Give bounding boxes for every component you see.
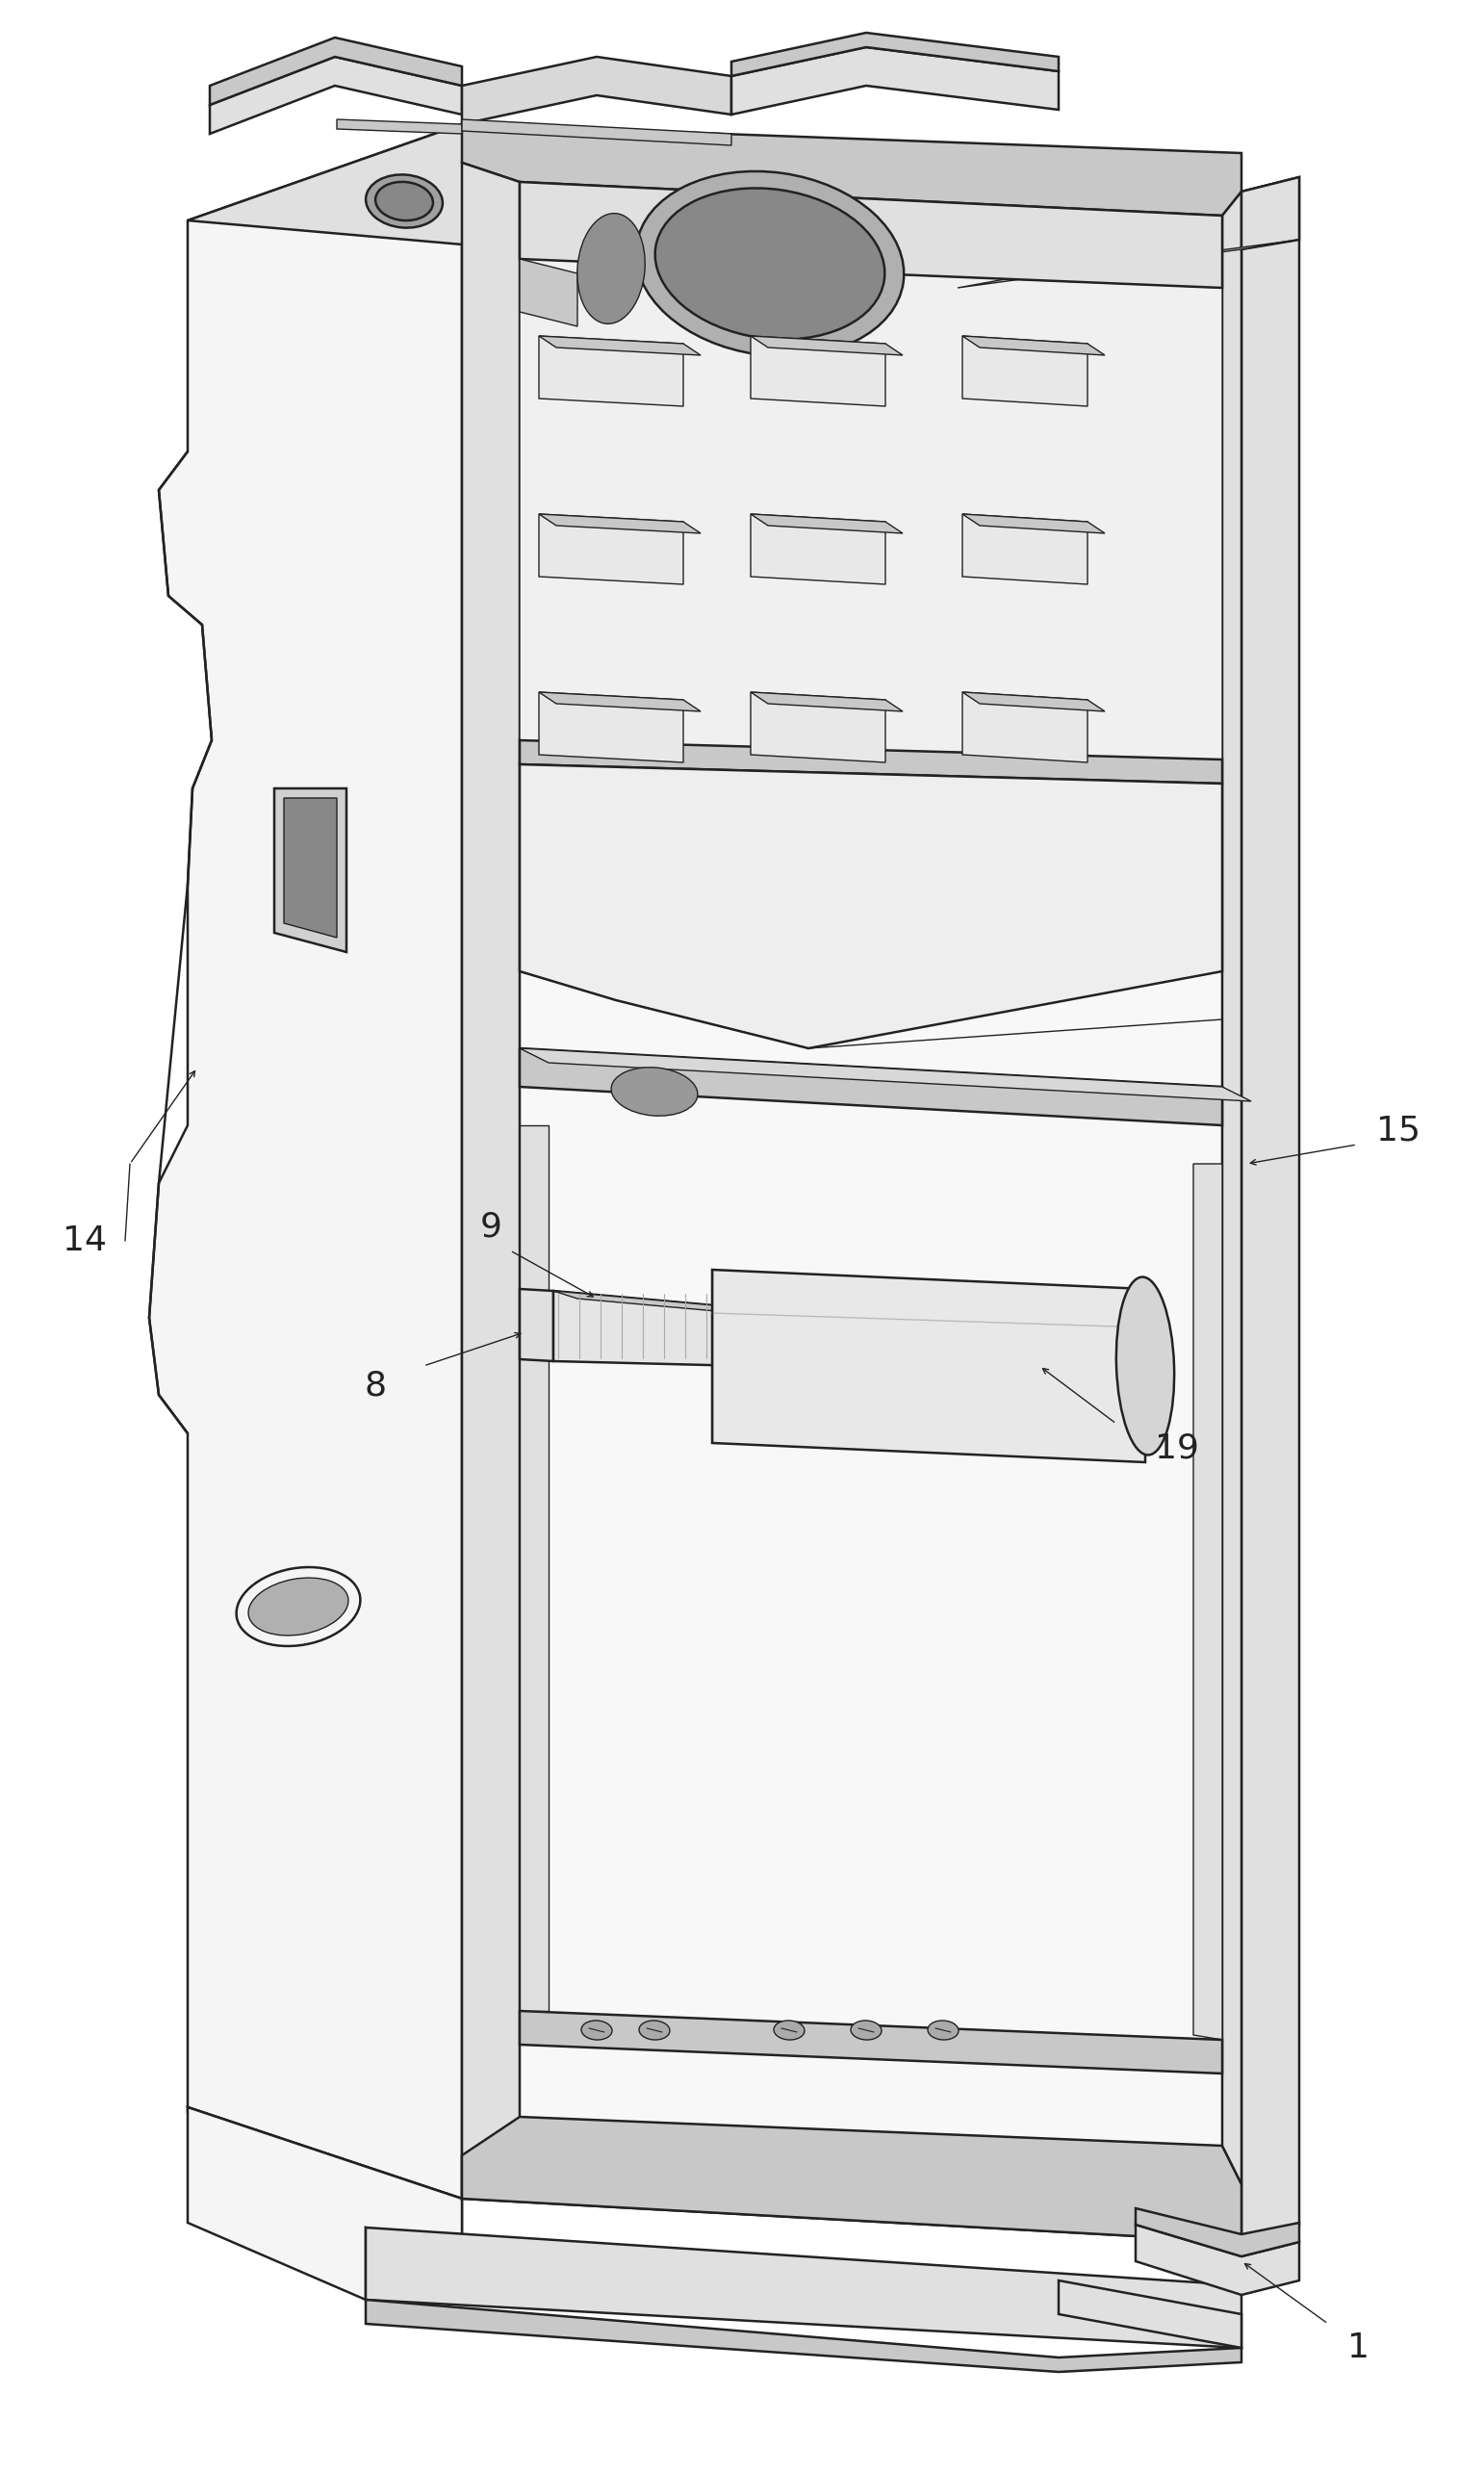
Polygon shape	[1223, 190, 1242, 2184]
Polygon shape	[1058, 2280, 1242, 2347]
Polygon shape	[712, 1269, 1146, 1462]
Polygon shape	[519, 260, 577, 326]
Polygon shape	[963, 692, 1088, 762]
Polygon shape	[519, 1049, 1251, 1100]
Polygon shape	[963, 514, 1104, 534]
Polygon shape	[519, 764, 1223, 1049]
Ellipse shape	[365, 176, 442, 228]
Polygon shape	[519, 2011, 1223, 2072]
Polygon shape	[462, 163, 519, 2198]
Polygon shape	[963, 336, 1104, 356]
Polygon shape	[963, 336, 1088, 406]
Polygon shape	[365, 2228, 1242, 2347]
Text: 9: 9	[479, 1209, 502, 1244]
Polygon shape	[751, 692, 886, 762]
Polygon shape	[462, 119, 732, 146]
Ellipse shape	[928, 2020, 959, 2040]
Ellipse shape	[850, 2020, 881, 2040]
Polygon shape	[462, 2117, 1242, 2243]
Polygon shape	[150, 124, 462, 2198]
Polygon shape	[1242, 178, 1298, 250]
Polygon shape	[1193, 1165, 1223, 2040]
Ellipse shape	[635, 171, 904, 356]
Polygon shape	[751, 514, 886, 584]
Polygon shape	[963, 692, 1104, 712]
Polygon shape	[519, 1049, 1223, 1125]
Polygon shape	[283, 799, 337, 937]
Polygon shape	[539, 336, 683, 406]
Polygon shape	[539, 692, 700, 712]
Polygon shape	[554, 1291, 746, 1365]
Text: 14: 14	[62, 1224, 107, 1256]
Ellipse shape	[640, 2020, 669, 2040]
Polygon shape	[462, 124, 1242, 215]
Polygon shape	[1242, 178, 1298, 2243]
Polygon shape	[751, 336, 902, 356]
Polygon shape	[519, 739, 1223, 784]
Ellipse shape	[582, 2020, 611, 2040]
Polygon shape	[1135, 2208, 1298, 2255]
Polygon shape	[539, 692, 683, 762]
Polygon shape	[751, 692, 902, 712]
Ellipse shape	[375, 183, 433, 220]
Polygon shape	[187, 124, 1242, 287]
Polygon shape	[187, 2107, 462, 2300]
Polygon shape	[539, 514, 700, 534]
Polygon shape	[519, 1125, 1223, 2040]
Polygon shape	[365, 2300, 1242, 2372]
Text: 15: 15	[1376, 1113, 1420, 1147]
Text: 19: 19	[1155, 1432, 1199, 1464]
Polygon shape	[963, 514, 1088, 584]
Ellipse shape	[773, 2020, 804, 2040]
Polygon shape	[337, 119, 462, 134]
Text: 8: 8	[364, 1370, 386, 1402]
Polygon shape	[957, 240, 1298, 287]
Text: 1: 1	[1347, 2332, 1370, 2364]
Polygon shape	[519, 1125, 549, 2011]
Polygon shape	[554, 1291, 770, 1316]
Ellipse shape	[236, 1568, 361, 1647]
Polygon shape	[1135, 2226, 1298, 2295]
Polygon shape	[539, 336, 700, 356]
Polygon shape	[519, 183, 1223, 287]
Polygon shape	[751, 514, 902, 534]
Polygon shape	[187, 2107, 462, 2250]
Ellipse shape	[577, 213, 646, 324]
Polygon shape	[519, 260, 1223, 784]
Polygon shape	[209, 37, 462, 104]
Polygon shape	[519, 1288, 554, 1360]
Polygon shape	[519, 183, 1223, 2147]
Polygon shape	[462, 57, 732, 124]
Polygon shape	[462, 124, 1242, 2243]
Polygon shape	[732, 47, 1058, 114]
Polygon shape	[539, 514, 683, 584]
Polygon shape	[751, 336, 886, 406]
Ellipse shape	[248, 1578, 349, 1635]
Polygon shape	[275, 789, 346, 952]
Ellipse shape	[654, 188, 884, 339]
Ellipse shape	[1116, 1276, 1174, 1454]
Polygon shape	[732, 32, 1058, 77]
Polygon shape	[209, 57, 462, 134]
Ellipse shape	[611, 1068, 697, 1115]
